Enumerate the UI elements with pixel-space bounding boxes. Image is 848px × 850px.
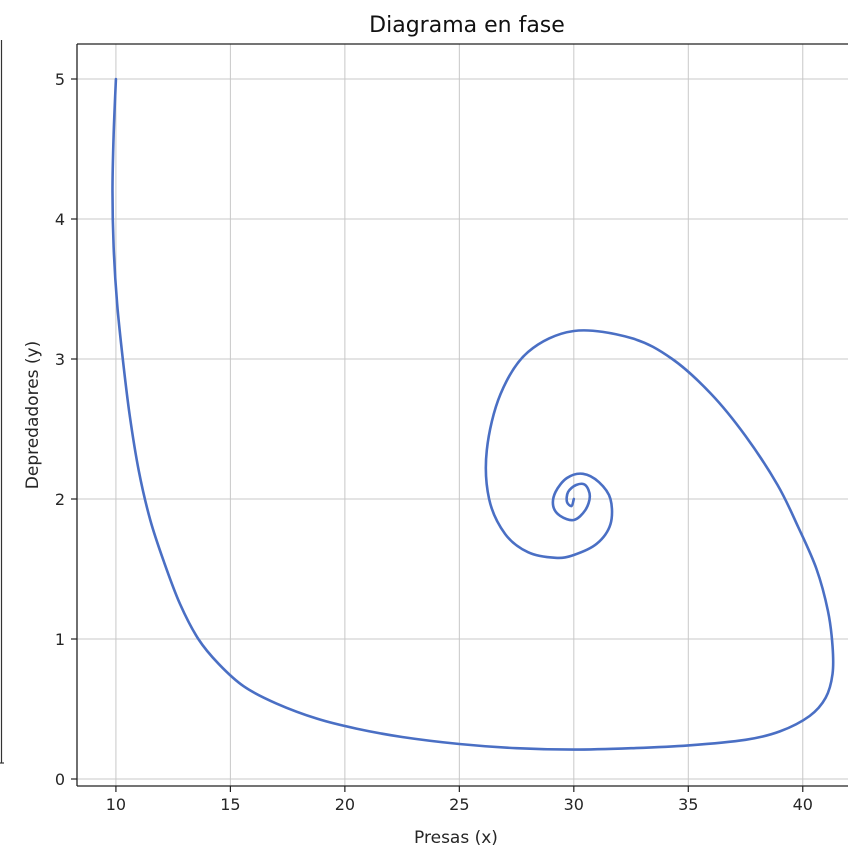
x-axis-ticks: 10 15 20 25 30 35 40 [106,786,813,814]
x-tick-label: 15 [220,795,240,814]
series-layer [111,77,835,751]
y-tick-label: 5 [55,70,65,89]
y-axis-label: Depredadores (y) [23,341,43,489]
y-axis-ticks: 0 1 2 3 4 5 [55,70,77,789]
x-tick-label: 40 [793,795,813,814]
y-tick-label: 0 [55,770,65,789]
x-tick-label: 35 [678,795,698,814]
y-tick-label: 1 [55,630,65,649]
chart-title: Diagrama en fase [369,13,565,38]
x-tick-label: 20 [335,795,355,814]
x-axis-label: Presas (x) [414,828,498,848]
x-tick-label: 10 [106,795,126,814]
y-tick-label: 2 [55,490,65,509]
grid [77,44,848,786]
phase-trajectory-line [111,77,835,751]
y-tick-label: 4 [55,210,65,229]
axes-frame [76,43,848,787]
y-tick-label: 3 [55,350,65,369]
x-tick-label: 25 [449,795,469,814]
x-tick-label: 30 [564,795,584,814]
